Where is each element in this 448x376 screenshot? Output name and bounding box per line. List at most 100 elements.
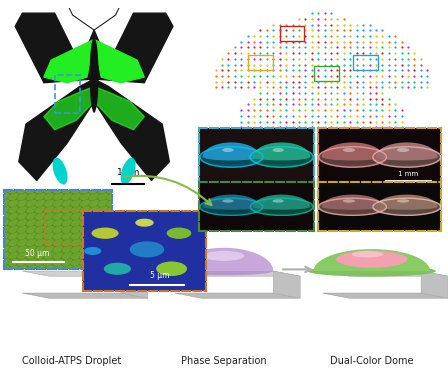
Ellipse shape	[80, 265, 90, 273]
Ellipse shape	[8, 252, 19, 260]
Ellipse shape	[98, 219, 108, 227]
Ellipse shape	[71, 206, 82, 214]
Ellipse shape	[35, 206, 46, 214]
Ellipse shape	[80, 252, 90, 260]
Ellipse shape	[0, 258, 10, 266]
Ellipse shape	[198, 198, 264, 216]
Ellipse shape	[107, 186, 117, 194]
Polygon shape	[121, 271, 148, 298]
Ellipse shape	[0, 265, 10, 273]
Ellipse shape	[352, 251, 383, 258]
Ellipse shape	[89, 212, 99, 220]
Ellipse shape	[203, 204, 260, 210]
Ellipse shape	[89, 193, 99, 200]
Ellipse shape	[62, 219, 73, 227]
Ellipse shape	[8, 232, 19, 240]
Ellipse shape	[35, 258, 46, 266]
Ellipse shape	[156, 261, 187, 276]
Ellipse shape	[17, 212, 28, 220]
Ellipse shape	[198, 146, 264, 168]
Ellipse shape	[62, 258, 73, 266]
Ellipse shape	[322, 204, 383, 210]
Ellipse shape	[35, 238, 46, 247]
Ellipse shape	[204, 251, 244, 261]
Ellipse shape	[89, 265, 99, 273]
Ellipse shape	[8, 225, 19, 233]
Ellipse shape	[107, 258, 117, 266]
Ellipse shape	[53, 219, 64, 227]
Ellipse shape	[317, 146, 388, 168]
Polygon shape	[94, 79, 169, 180]
Ellipse shape	[44, 265, 55, 273]
Ellipse shape	[17, 252, 28, 260]
Ellipse shape	[0, 199, 10, 207]
Ellipse shape	[53, 193, 64, 200]
Ellipse shape	[343, 148, 355, 152]
Ellipse shape	[71, 219, 82, 227]
Text: Colloid-ATPS Droplet: Colloid-ATPS Droplet	[22, 356, 121, 366]
Ellipse shape	[43, 256, 105, 262]
Ellipse shape	[71, 199, 82, 207]
Ellipse shape	[107, 206, 117, 214]
Ellipse shape	[35, 232, 46, 240]
Text: 50 µm: 50 µm	[25, 249, 49, 258]
Ellipse shape	[53, 225, 64, 233]
Ellipse shape	[71, 186, 82, 194]
Ellipse shape	[62, 238, 73, 247]
Ellipse shape	[373, 206, 441, 213]
Ellipse shape	[89, 206, 99, 214]
Ellipse shape	[107, 245, 117, 253]
Polygon shape	[322, 195, 383, 207]
Ellipse shape	[62, 232, 73, 240]
Ellipse shape	[53, 232, 64, 240]
Polygon shape	[253, 143, 310, 157]
Polygon shape	[19, 79, 94, 180]
Ellipse shape	[98, 206, 108, 214]
Ellipse shape	[167, 227, 191, 239]
Ellipse shape	[17, 199, 28, 207]
Ellipse shape	[62, 245, 73, 253]
Ellipse shape	[0, 225, 10, 233]
Ellipse shape	[26, 193, 37, 200]
Polygon shape	[376, 143, 438, 157]
Polygon shape	[323, 271, 448, 276]
Ellipse shape	[0, 219, 10, 227]
Ellipse shape	[89, 225, 99, 233]
Ellipse shape	[8, 186, 19, 194]
Ellipse shape	[308, 265, 436, 277]
Ellipse shape	[89, 186, 99, 194]
Ellipse shape	[44, 193, 55, 200]
Ellipse shape	[203, 153, 260, 161]
Ellipse shape	[8, 212, 19, 220]
Ellipse shape	[373, 156, 441, 164]
Ellipse shape	[80, 212, 90, 220]
Ellipse shape	[98, 212, 108, 220]
Polygon shape	[421, 271, 448, 298]
Ellipse shape	[53, 212, 64, 220]
Ellipse shape	[44, 212, 55, 220]
Ellipse shape	[53, 206, 64, 214]
Ellipse shape	[44, 232, 55, 240]
Ellipse shape	[107, 232, 117, 240]
Ellipse shape	[17, 245, 28, 253]
Ellipse shape	[343, 199, 355, 203]
Ellipse shape	[98, 245, 108, 253]
Ellipse shape	[8, 219, 19, 227]
Ellipse shape	[250, 156, 313, 164]
Polygon shape	[22, 293, 148, 298]
Ellipse shape	[53, 258, 64, 266]
Ellipse shape	[53, 199, 64, 207]
Polygon shape	[273, 271, 300, 298]
Ellipse shape	[0, 186, 10, 194]
Ellipse shape	[0, 252, 10, 260]
Ellipse shape	[253, 153, 310, 161]
Ellipse shape	[71, 252, 82, 260]
Ellipse shape	[200, 206, 263, 213]
Ellipse shape	[8, 193, 19, 200]
Ellipse shape	[71, 225, 82, 233]
Ellipse shape	[0, 212, 10, 220]
Polygon shape	[253, 195, 310, 207]
Ellipse shape	[0, 206, 10, 214]
Ellipse shape	[107, 265, 117, 273]
Ellipse shape	[80, 258, 90, 266]
